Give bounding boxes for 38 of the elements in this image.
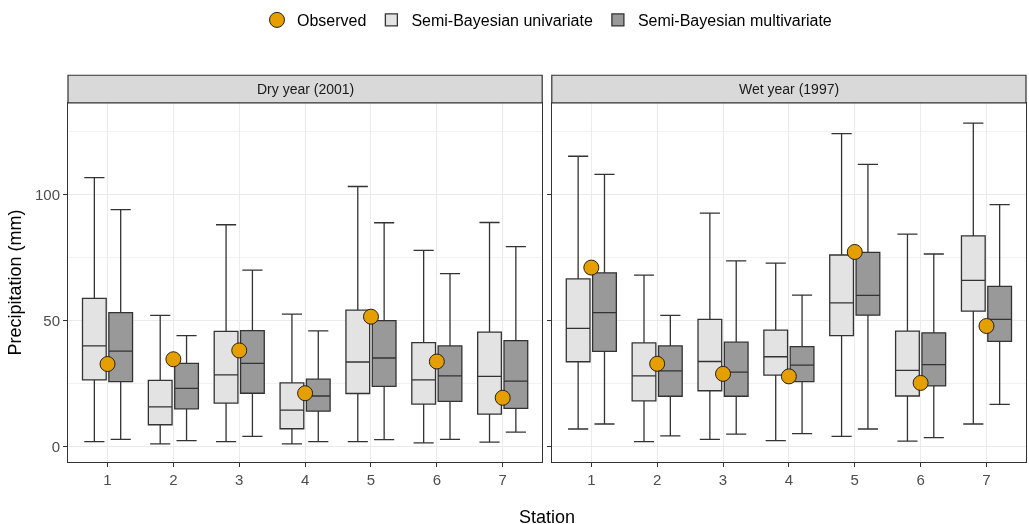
x-tick-label: 5 <box>366 471 376 488</box>
point <box>165 351 182 368</box>
x-tick-label: 5 <box>850 471 859 488</box>
x-tick-label: 2 <box>169 471 178 488</box>
point <box>715 365 732 382</box>
x-tick-label: 7 <box>982 471 991 488</box>
x-tick-label: 2 <box>653 471 662 488</box>
x-tick-label: 4 <box>300 471 310 488</box>
x-tick-label: 6 <box>432 471 441 488</box>
point <box>99 356 116 373</box>
y-axis-title: Precipitation (mm) <box>5 209 26 356</box>
point <box>978 318 995 334</box>
y-tick-label: 100 <box>34 185 60 203</box>
x-tick-label: 4 <box>784 471 794 488</box>
point <box>494 389 511 406</box>
x-tick-label: 3 <box>235 471 244 488</box>
x-axis-title: Station <box>519 507 576 524</box>
x-tick-label: 3 <box>718 471 728 488</box>
x-tick-label: 7 <box>498 471 507 488</box>
legend-label: Semi-Bayesian univariate <box>411 12 593 30</box>
point <box>912 374 929 391</box>
point <box>846 243 863 260</box>
legend-label: Semi-Bayesian multivariate <box>637 12 832 30</box>
legend-label: Observed <box>297 12 367 30</box>
point <box>649 355 666 372</box>
chart-title: Wet year (1997) <box>739 81 840 97</box>
chart-title: Dry year (2001) <box>257 81 355 97</box>
point <box>231 342 248 359</box>
y-tick-label: 0 <box>51 437 60 455</box>
x-tick-label: 1 <box>587 471 596 488</box>
point <box>428 353 445 370</box>
x-tick-label: 6 <box>916 471 925 488</box>
point <box>583 259 600 276</box>
point <box>780 368 797 385</box>
point <box>362 308 379 325</box>
y-tick-label: 50 <box>43 311 60 329</box>
x-tick-label: 1 <box>103 471 112 488</box>
point <box>297 385 314 402</box>
